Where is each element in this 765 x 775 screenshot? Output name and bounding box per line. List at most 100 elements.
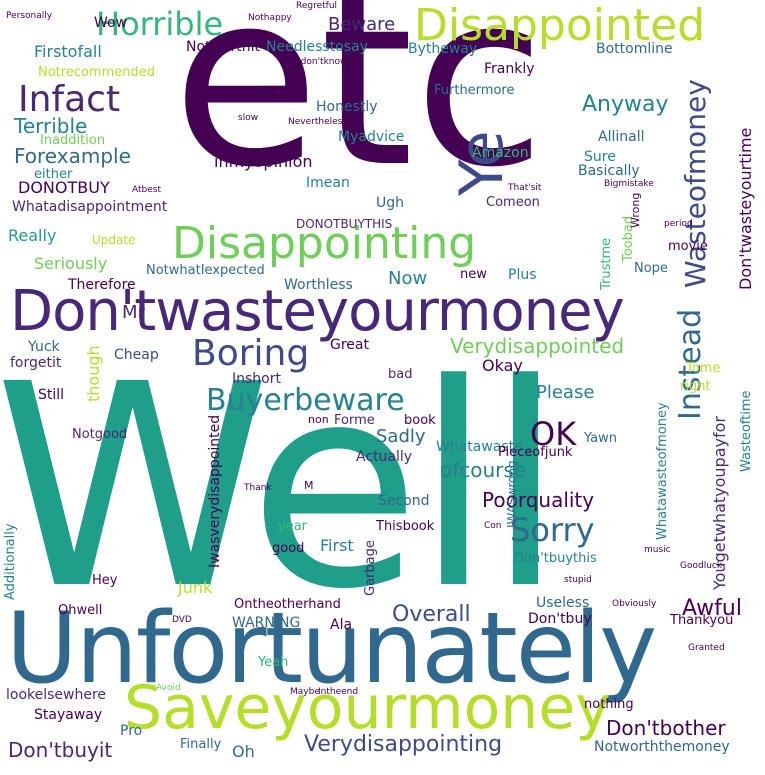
word-stupid: stupid	[564, 575, 592, 585]
word-wrong: Wrong	[629, 192, 642, 228]
word-inshort: Inshort	[232, 371, 281, 387]
word-ok: OK	[530, 415, 577, 453]
word-yawn: Yawn	[584, 431, 617, 446]
word-amazon: Amazon	[472, 145, 529, 161]
word-maybe: Maybe	[290, 687, 320, 697]
word-imean: Imean	[306, 175, 350, 191]
word-poorquality: Poorquality	[482, 488, 595, 512]
word-obviously: Obviously	[612, 599, 657, 609]
word-dont-buy: Don'tbuy	[528, 611, 592, 627]
word-thatsit: That'sit	[508, 183, 542, 193]
word-ala: Ala	[330, 617, 353, 633]
word-year: year	[278, 519, 308, 534]
word-on-the-other-hand: Ontheotherhand	[234, 597, 341, 612]
word-goodluck: Goodluck	[680, 561, 723, 571]
word-ohwell: Ohwell	[58, 603, 103, 618]
word-nope: Nope	[634, 261, 668, 276]
word-dont-waste-your-time: Don'twasteyourtime	[736, 127, 755, 290]
word-inaddition: Inaddition	[40, 133, 106, 148]
word-bigmistake: Bigmistake	[604, 179, 654, 189]
word-hey: Hey	[92, 573, 118, 588]
word-con: Con	[484, 521, 502, 531]
word-beware: Beware	[328, 14, 396, 35]
word-pieceofjunk: Pieceofjunk	[498, 445, 573, 460]
word-warning: WARNING	[232, 615, 301, 631]
word-furthermore: Furthermore	[434, 83, 515, 98]
word-anyway: Anyway	[582, 92, 669, 117]
word-non: non	[308, 413, 329, 426]
word-book: book	[404, 413, 436, 428]
word-though: though	[84, 345, 103, 402]
word-bottomline: Bottomline	[596, 41, 673, 57]
word-well: Well	[0, 325, 564, 651]
word-lookelsewhere: lookelsewhere	[6, 687, 107, 703]
word-regretful: Regretful	[296, 1, 338, 11]
word-ye: Ye	[447, 130, 517, 196]
word-donotbuy: DONOTBUY	[18, 178, 110, 197]
word-oh: Oh	[232, 742, 255, 761]
word-really: Really	[8, 226, 57, 245]
word-notwhatiexpected: NotwhatIexpected	[146, 263, 265, 278]
word-verydisappointed: Verydisappointed	[450, 334, 625, 358]
word-overall: Overall	[392, 602, 471, 627]
word-allinall: Allinall	[598, 129, 645, 145]
word-inmyopinion: inmyopinion	[214, 152, 313, 171]
word-boring: Boring	[192, 333, 310, 374]
word-please: Please	[536, 382, 595, 403]
word-wasteofmoney: Wasteofmoney	[679, 79, 712, 288]
word-save-your-money: Saveyourmoney	[124, 673, 611, 743]
word-awful: Awful	[682, 596, 742, 621]
word-honestly: Honestly	[316, 99, 378, 115]
word-seriously: Seriously	[34, 254, 108, 273]
word-tome: Tome	[686, 361, 721, 376]
word-worthless: Worthless	[284, 277, 353, 293]
word-garbage: Garbage	[363, 540, 378, 596]
word-second: Second	[378, 493, 430, 509]
word-forexample: Forexample	[14, 144, 131, 168]
word-wow: Wow	[94, 15, 128, 31]
word-unfortunately: Unfortunately	[6, 592, 657, 706]
word-frankly: Frankly	[484, 61, 535, 77]
word-nothing: nothing	[584, 697, 634, 712]
word-m: M	[304, 479, 314, 492]
word-great: Great	[330, 337, 369, 353]
word-stayaway: Stayaway	[34, 707, 103, 723]
word-dont-buy-this: Don'tbuythis	[514, 551, 597, 566]
word-either: either	[34, 167, 73, 182]
word-still: Still	[38, 387, 65, 403]
word-granted: Granted	[688, 643, 725, 653]
word-dont-waste-your-money: Don'twasteyourmoney	[10, 279, 625, 344]
word-additionally: Additionally	[3, 523, 18, 600]
word-update: Update	[92, 233, 136, 247]
word-dont-buy-it: Don'tbuyit	[8, 738, 113, 762]
word-thankyou: Thankyou	[670, 613, 734, 628]
word-finally: Finally	[180, 737, 222, 752]
word-movie: movie	[668, 239, 708, 254]
word-now: Now	[388, 268, 428, 289]
word-needlesstosay: Needlesstosay	[266, 39, 368, 55]
word-avoid: Avoid	[156, 683, 181, 693]
word-cheap: Cheap	[114, 347, 159, 363]
word-notrecommended: Notrecommended	[38, 65, 155, 80]
word-forgetit: forgetit	[10, 355, 62, 371]
word-yuck: Yuck	[28, 339, 60, 355]
word-plus: Plus	[508, 267, 537, 283]
word-mr: Mr	[122, 302, 145, 323]
word-personally: Personally	[6, 11, 53, 21]
word-good: good	[272, 541, 305, 556]
word-basically: Basically	[578, 163, 640, 179]
word-what-a-waste-of-money: Whatawasteofmoney	[655, 402, 670, 540]
word-thisbook: Thisbook	[376, 519, 435, 534]
word-verydisappointing: Verydisappointing	[304, 732, 503, 757]
word-nevertheless: Nevertheless	[288, 117, 348, 127]
word-period: period	[664, 219, 693, 229]
word-atbest: Atbest	[132, 185, 161, 195]
word-right: right	[680, 379, 711, 394]
word-ugh: Ugh	[376, 195, 405, 211]
word-junk: Junk	[178, 578, 213, 597]
word-sure: Sure	[584, 149, 616, 165]
word-dont-bother: Don'tbother	[606, 716, 726, 740]
word-therefore: Therefore	[68, 277, 136, 293]
word-firstofall: Firstofall	[34, 42, 102, 61]
word-thank: Thank	[244, 483, 272, 493]
